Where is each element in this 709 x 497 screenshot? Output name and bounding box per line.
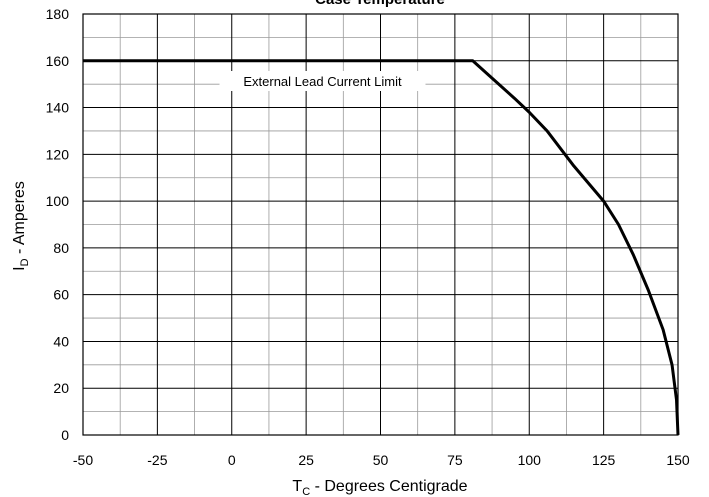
x-tick-label: 75 [447,452,463,468]
y-tick-label: 140 [46,100,70,116]
y-axis-label-main: I [11,266,28,270]
y-tick-labels: 0 20 40 60 80 100 120 140 160 180 [46,6,70,443]
y-axis-label: ID - Amperes [11,181,31,271]
x-tick-label: 25 [298,452,314,468]
x-tick-labels: -50 -25 0 25 50 75 100 125 150 [73,452,690,468]
y-tick-label: 60 [53,287,69,303]
grid [82,13,679,436]
y-tick-label: 20 [53,380,69,396]
x-axis-label-rest: - Degrees Centigrade [310,478,468,495]
annotation-background [219,70,426,91]
y-tick-label: 100 [46,193,70,209]
y-tick-label: 80 [53,240,69,256]
x-axis-label-sub: C [302,486,310,497]
annotation-label: External Lead Current Limit [243,74,402,89]
x-tick-label: -25 [147,452,167,468]
y-tick-label: 40 [53,333,69,349]
series-group [83,59,680,436]
x-tick-label: 150 [666,452,690,468]
y-axis-label-sub: D [19,258,31,266]
y-axis-label-rest: - Amperes [11,181,28,258]
x-axis-label: TC - Degrees Centigrade [292,478,467,497]
annotation-group: External Lead Current Limit [219,70,426,91]
chart-title: Case Temperature [315,0,445,8]
plot-frame [82,13,679,436]
x-tick-label: 100 [518,452,542,468]
y-tick-label: 120 [46,146,70,162]
x-tick-label: 0 [228,452,236,468]
x-tick-label: -50 [73,452,93,468]
x-axis-label-main: T [292,478,302,495]
y-tick-label: 160 [46,53,70,69]
y-tick-label: 180 [46,6,70,22]
x-tick-label: 50 [373,452,389,468]
series-line [83,59,680,436]
y-tick-label: 0 [61,427,69,443]
x-tick-label: 125 [592,452,616,468]
